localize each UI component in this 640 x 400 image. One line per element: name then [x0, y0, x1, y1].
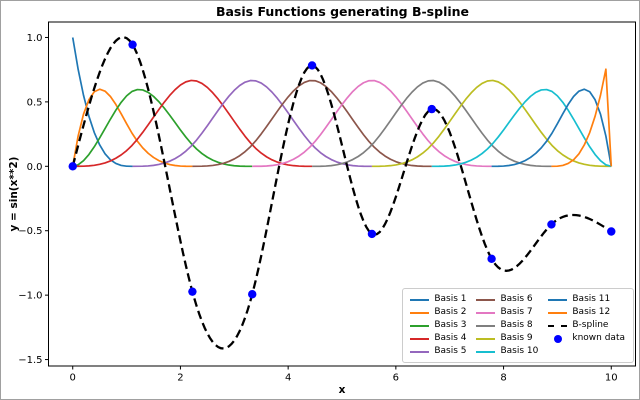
basis-curve-1 — [71, 37, 133, 168]
basis-curve-3 — [72, 88, 253, 168]
basis-curve-10 — [431, 88, 612, 168]
chart-title: Basis Functions generating B-spline — [215, 4, 470, 19]
legend-entry: known data — [548, 332, 625, 345]
legend-label: Basis 5 — [434, 346, 467, 356]
legend-entry: Basis 11 — [548, 293, 625, 306]
basis-curve-2 — [71, 88, 193, 168]
known-data-point — [547, 220, 556, 229]
x-axis-label: x — [338, 384, 346, 396]
y-tick-label: 0.5 — [27, 97, 43, 108]
legend-line-swatch — [410, 350, 430, 353]
y-tick-label: −1.5 — [18, 355, 42, 366]
legend-entry: Basis 7 — [476, 306, 538, 319]
line-sample-icon — [548, 311, 568, 314]
line-sample-icon — [476, 337, 496, 340]
legend-label: Basis 3 — [434, 320, 467, 330]
bspline-curve — [71, 36, 612, 350]
legend-label: Basis 6 — [500, 294, 533, 304]
basis-curve-5 — [132, 79, 372, 168]
legend-line-swatch — [548, 298, 568, 301]
axes-spines — [48, 21, 636, 367]
known-data-point — [68, 162, 77, 171]
basis-curve-4 — [72, 79, 313, 168]
basis-curve-7 — [252, 79, 492, 168]
legend-label: Basis 2 — [434, 307, 467, 317]
y-tick-label: −0.5 — [18, 226, 42, 237]
y-tick-label: −1.0 — [18, 291, 42, 302]
legend-entry: Basis 10 — [476, 345, 538, 358]
legend-label: Basis 10 — [500, 346, 539, 356]
legend-line-swatch — [476, 337, 496, 340]
legend-line-swatch — [410, 337, 430, 340]
basis-curve-8 — [312, 79, 552, 168]
legend-entry: Basis 12 — [548, 306, 625, 319]
legend-entry: Basis 3 — [410, 319, 466, 332]
x-tick-label: 0 — [70, 373, 76, 384]
legend-line-swatch — [410, 324, 430, 327]
legend-dashed-swatch — [548, 324, 568, 327]
line-sample-icon — [410, 350, 430, 353]
legend-entry: Basis 8 — [476, 319, 538, 332]
legend-entry: Basis 9 — [476, 332, 538, 345]
legend-label: Basis 7 — [500, 307, 533, 317]
known-data-point — [128, 40, 137, 49]
legend-label: B-spline — [572, 320, 609, 330]
known-data-point — [248, 290, 257, 299]
y-tick-label: 1.0 — [27, 33, 43, 44]
legend-label: known data — [572, 333, 625, 343]
legend-label: Basis 11 — [572, 294, 611, 304]
legend-label: Basis 12 — [572, 307, 611, 317]
legend-entry: Basis 6 — [476, 293, 538, 306]
legend-line-swatch — [476, 311, 496, 314]
legend-line-swatch — [548, 311, 568, 314]
line-sample-icon — [548, 298, 568, 301]
x-tick-label: 10 — [605, 373, 618, 384]
marker-sample-icon — [553, 334, 562, 343]
x-tick-label: 8 — [500, 373, 506, 384]
legend-line-swatch — [410, 298, 430, 301]
known-data-point — [427, 104, 436, 114]
basis-curve-6 — [192, 79, 432, 168]
legend-label: Basis 8 — [500, 320, 533, 330]
legend-entry: Basis 1 — [410, 293, 466, 306]
legend-entry: B-spline — [548, 319, 625, 332]
legend-entry: Basis 2 — [410, 306, 466, 319]
legend-label: Basis 9 — [500, 333, 533, 343]
line-sample-icon — [476, 298, 496, 301]
x-tick-label: 6 — [393, 373, 399, 384]
known-data-point — [607, 227, 616, 236]
basis-curve-11 — [491, 88, 613, 168]
y-tick-label: 0.0 — [27, 162, 43, 173]
legend-label: Basis 1 — [434, 294, 467, 304]
legend-line-swatch — [410, 311, 430, 314]
known-data-point — [188, 287, 197, 296]
x-tick-label: 4 — [285, 373, 291, 384]
x-tick-label: 2 — [177, 373, 183, 384]
line-sample-icon — [410, 337, 430, 340]
line-sample-icon — [410, 298, 430, 301]
legend-line-swatch — [476, 324, 496, 327]
dashed-line-sample-icon — [548, 324, 568, 327]
basis-curve-12 — [551, 68, 613, 168]
legend-entry: Basis 4 — [410, 332, 466, 345]
line-sample-icon — [410, 311, 430, 314]
line-sample-icon — [476, 324, 496, 327]
y-axis-label: y = sin(x**2) — [8, 156, 20, 232]
legend: Basis 1 Basis 2 Basis 3 Basis 4 Basis 5 Basis… — [402, 288, 634, 363]
known-data-point — [487, 254, 496, 264]
line-sample-icon — [476, 350, 496, 353]
legend-line-swatch — [476, 350, 496, 353]
legend-label: Basis 4 — [434, 333, 467, 343]
line-sample-icon — [410, 324, 430, 327]
legend-marker-swatch — [548, 334, 567, 343]
known-data-point — [307, 61, 317, 70]
legend-line-swatch — [476, 298, 496, 301]
legend-entry: Basis 5 — [410, 345, 466, 358]
known-data-point — [367, 229, 377, 239]
line-sample-icon — [476, 311, 496, 314]
